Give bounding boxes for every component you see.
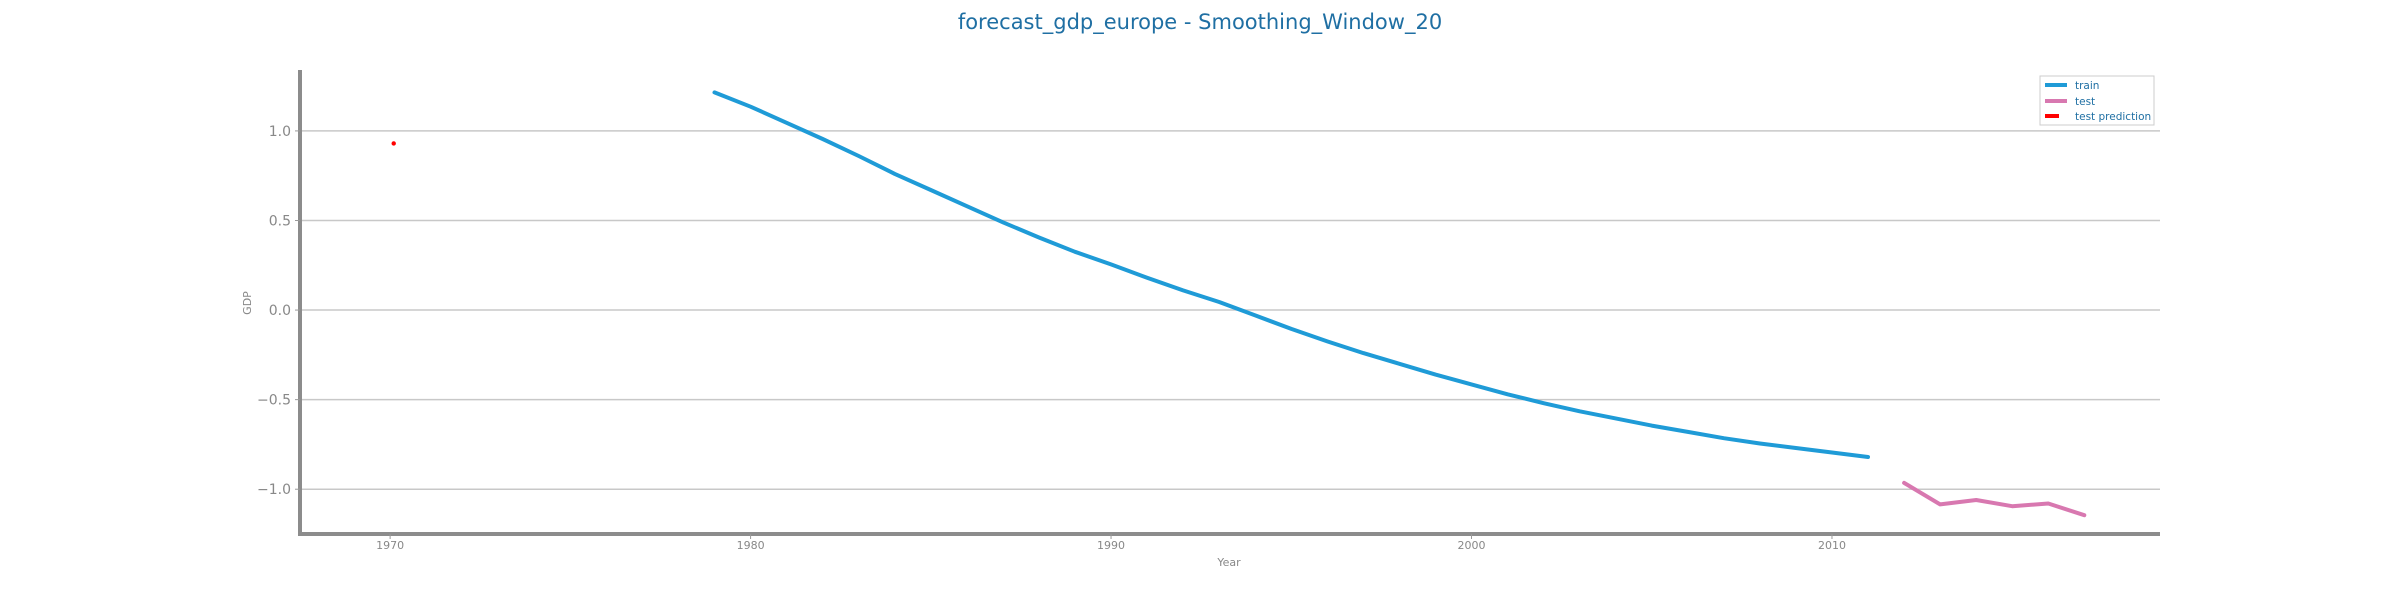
y-tick-label: 1.0: [269, 124, 291, 140]
y-axis-label: GDP: [241, 291, 254, 315]
series-line-train: [712, 90, 1870, 459]
legend-label-train: train: [2075, 80, 2099, 92]
x-tick-label: 1970: [376, 539, 404, 552]
x-tick-label: 1980: [737, 539, 765, 552]
x-tick-label: 2010: [1818, 539, 1846, 552]
series-point-test-prediction: [391, 141, 396, 146]
chart-title: forecast_gdp_europe - Smoothing_Window_2…: [958, 10, 1442, 35]
y-tick-label: 0.0: [269, 303, 291, 319]
grid-lines: [300, 130, 2160, 490]
legend-label-test-prediction: test prediction: [2075, 111, 2151, 123]
tick-labels: 1.0 0.5 0.0 −0.5 −1.0 1970 1980 1990 2000 2010: [257, 124, 1846, 552]
series-group: [391, 90, 2087, 518]
series-line-test: [1902, 480, 2087, 518]
x-tick-label: 1990: [1097, 539, 1125, 552]
y-tick-label: 0.5: [269, 213, 291, 229]
x-tick-label: 2000: [1458, 539, 1486, 552]
y-tick-label: −1.0: [257, 482, 291, 498]
x-axis-label: Year: [1216, 556, 1241, 569]
legend: train test test prediction: [2039, 75, 2155, 126]
axes: [298, 70, 2160, 536]
y-tick-label: −0.5: [257, 393, 291, 409]
legend-label-test: test: [2075, 96, 2095, 108]
